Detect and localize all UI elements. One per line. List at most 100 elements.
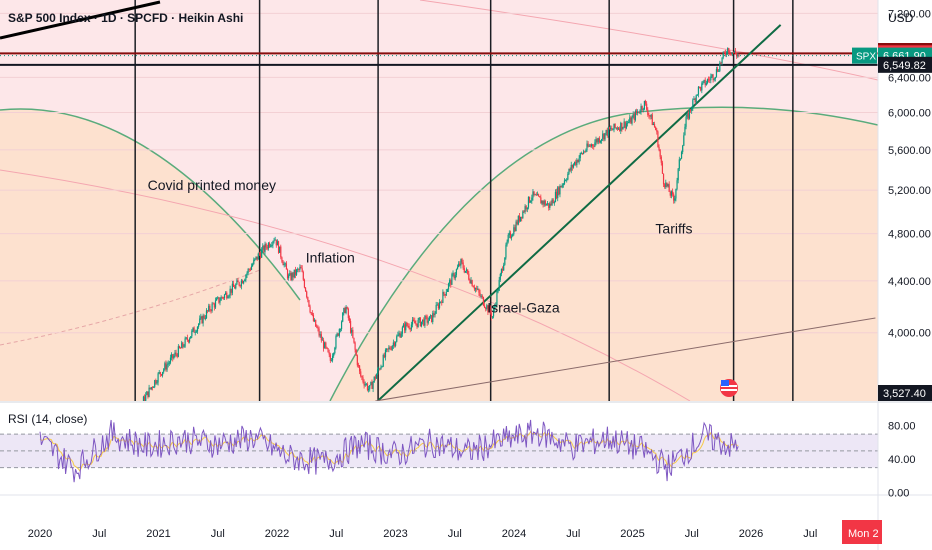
time-tick-label: Jul — [211, 528, 225, 540]
price-axis[interactable]: USD 7,200.00 6,400.00 6,000.00 5,600.00 5,20… — [878, 8, 932, 500]
candle-body — [449, 280, 451, 284]
candle-body — [226, 292, 228, 299]
candle-body — [218, 297, 220, 303]
candle-body — [288, 275, 290, 279]
candle-body — [587, 143, 589, 147]
candle-body — [237, 280, 239, 283]
candle-body — [185, 337, 187, 339]
candle-body — [492, 309, 495, 317]
candle-body — [728, 48, 730, 54]
candle-body — [169, 357, 172, 363]
candle-body — [453, 273, 455, 279]
candle-body — [395, 341, 397, 346]
candle-body — [504, 257, 506, 265]
chart-annotation[interactable]: Inflation — [306, 250, 355, 266]
candle-body — [435, 305, 437, 314]
candle-body — [596, 139, 598, 143]
candle-body — [321, 339, 324, 341]
candle-body — [375, 374, 378, 379]
candle-body — [518, 215, 521, 222]
candle-body — [373, 376, 375, 382]
candle-body — [289, 273, 291, 276]
candle-body — [471, 280, 473, 287]
candle-body — [186, 337, 188, 341]
candle-body — [617, 128, 620, 130]
candle-body — [715, 68, 718, 77]
candle-body — [630, 117, 632, 124]
rsi-tick-label: 80.00 — [888, 421, 916, 433]
candle-body — [363, 381, 365, 386]
candle-body — [549, 203, 551, 208]
drawing-line-fragment[interactable] — [0, 0, 161, 40]
candle-body — [194, 332, 196, 333]
candle-body — [638, 111, 640, 113]
candle-body — [404, 324, 406, 331]
candle-body — [389, 347, 391, 350]
us-flag-icon[interactable] — [720, 379, 738, 397]
currency-label: USD — [888, 11, 914, 25]
candle-body — [593, 145, 595, 147]
candle-body — [187, 340, 190, 342]
candle-body — [615, 127, 617, 129]
cycle-curve — [419, 0, 878, 81]
candle-body — [301, 268, 303, 272]
candle-body — [295, 269, 298, 275]
price-label-low[interactable]: 3,527.40 — [878, 385, 932, 401]
candle-body — [496, 291, 498, 305]
candle-body — [422, 319, 424, 322]
candle-body — [535, 194, 537, 196]
candle-body — [150, 387, 152, 389]
candle-body — [606, 129, 608, 136]
candle-body — [531, 197, 533, 201]
symbol-tag[interactable]: SPX — [852, 47, 877, 64]
candle-body — [539, 196, 541, 198]
candle-body — [228, 295, 230, 298]
candle-body — [328, 352, 330, 355]
time-axis-cursor-label[interactable]: Mon 2 — [842, 520, 882, 544]
chart-annotation[interactable]: Tariffs — [655, 221, 692, 237]
candle-body — [264, 243, 266, 252]
trendline[interactable] — [375, 317, 876, 401]
candle-body — [267, 243, 270, 249]
candle-body — [337, 333, 339, 336]
candle-body — [680, 152, 683, 159]
time-axis[interactable]: 2020 Jul 2021 Jul 2022 Jul 2023 Jul 2024 Jul 2025 J… — [28, 520, 882, 544]
candle-body — [345, 307, 347, 314]
candle-body — [444, 294, 446, 296]
candle-body — [333, 353, 335, 356]
candle-body — [671, 191, 674, 195]
candle-body — [678, 159, 680, 169]
candle-body — [437, 304, 439, 309]
chart-title: S&P 500 Index · 1D · SPCFD · Heikin Ashi — [8, 11, 243, 25]
trendline[interactable] — [377, 24, 782, 401]
candle-body — [478, 289, 480, 293]
candle-body — [523, 211, 525, 213]
time-tick-label: Jul — [92, 528, 106, 540]
candle-body — [396, 336, 398, 342]
candle-body — [693, 98, 695, 100]
chart-annotation[interactable]: Israel-Gaza — [487, 300, 560, 316]
rsi-tick-label: 40.00 — [888, 454, 916, 466]
candle-body — [279, 246, 281, 253]
candle-body — [401, 327, 403, 334]
candle-body — [308, 300, 310, 307]
candle-body — [648, 114, 650, 116]
chart-annotation[interactable]: Covid printed money — [148, 177, 276, 193]
candle-body — [238, 282, 240, 286]
candle-body — [647, 109, 649, 115]
candle-body — [467, 269, 469, 274]
candle-body — [611, 128, 613, 130]
price-label-support[interactable]: 6,549.82 — [878, 56, 932, 73]
candle-body — [360, 371, 362, 377]
candle-body — [259, 254, 262, 258]
candle-body — [429, 315, 432, 317]
candle-body — [610, 128, 612, 130]
candle-body — [572, 164, 575, 168]
candle-body — [489, 306, 491, 313]
candle-body — [659, 150, 661, 157]
candle-body — [664, 184, 666, 188]
candle-body — [522, 211, 524, 219]
candle-body — [173, 355, 175, 359]
candle-body — [695, 95, 697, 102]
